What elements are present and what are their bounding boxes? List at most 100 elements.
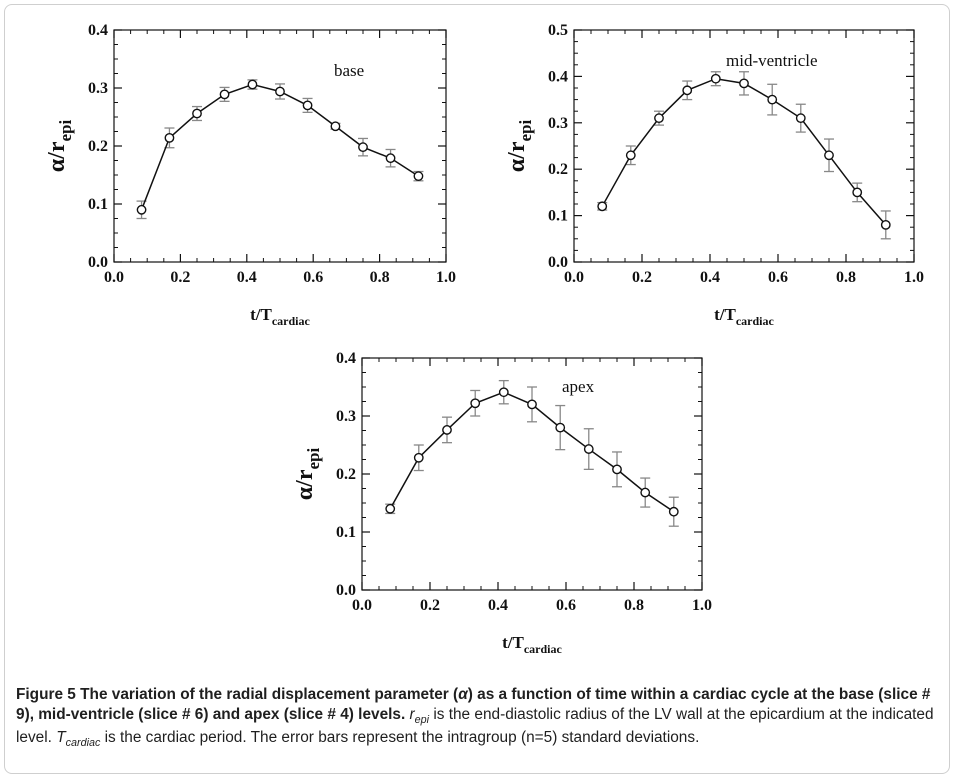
data-point bbox=[413, 452, 424, 463]
y-tick-label: 0.4 bbox=[88, 22, 108, 39]
caption-title-part1: The variation of the radial displacement… bbox=[75, 686, 459, 703]
data-point bbox=[192, 108, 202, 119]
chart-panel-mid-ventricle: 0.0 0.2 0.4 0.6 0.8 1.0 0.0 0.1 0.2 0.3 0.4 0.5 mid-… bbox=[504, 18, 948, 338]
data-point bbox=[219, 89, 230, 100]
x-tick-label: 0.6 bbox=[303, 269, 323, 286]
data-point bbox=[668, 506, 679, 517]
data-point bbox=[442, 425, 452, 435]
y-axis-label-sub: epi bbox=[304, 448, 323, 470]
figure-frame bbox=[4, 4, 950, 774]
series-line bbox=[601, 77, 887, 226]
y-axis-label-sub: epi bbox=[56, 120, 75, 142]
x-tick-label: 1.0 bbox=[904, 269, 924, 286]
data-point bbox=[527, 399, 537, 410]
plot-frame bbox=[113, 29, 447, 263]
x-axis-label: t/Tcardiac bbox=[714, 305, 774, 328]
caption-r-sub: epi bbox=[414, 714, 430, 727]
data-point bbox=[654, 113, 664, 124]
data-point bbox=[824, 150, 834, 161]
x-tick-label: 0.4 bbox=[700, 269, 720, 286]
data-point bbox=[247, 79, 258, 90]
panel-label-base: base bbox=[334, 61, 364, 80]
y-tick-label: 0.0 bbox=[336, 582, 356, 599]
x-axis-label-sub: cardiac bbox=[524, 642, 563, 656]
data-point bbox=[767, 94, 778, 105]
data-point bbox=[880, 219, 891, 230]
data-point bbox=[795, 113, 806, 124]
data-point bbox=[555, 422, 566, 433]
caption-alpha: α bbox=[458, 686, 468, 703]
x-tick-label: 0.8 bbox=[370, 269, 390, 286]
y-tick-label: 0.3 bbox=[336, 408, 356, 425]
panel-label-mid-ventricle: mid-ventricle bbox=[726, 51, 818, 70]
caption-text2: is the cardiac period. The error bars re… bbox=[100, 728, 700, 746]
data-point bbox=[358, 142, 368, 153]
data-point bbox=[710, 73, 721, 84]
data-point bbox=[302, 100, 313, 111]
data-point bbox=[852, 187, 863, 198]
y-axis-label: α/repi bbox=[44, 120, 75, 173]
data-point bbox=[164, 132, 175, 143]
caption-slice-mid: slice # 6 bbox=[143, 706, 204, 724]
data-point bbox=[597, 201, 608, 212]
chart-mid-ventricle-svg: 0.0 0.2 0.4 0.6 0.8 1.0 0.0 0.1 0.2 0.3 0.4 0.5 mid-… bbox=[504, 22, 924, 328]
y-tick-label: 0.2 bbox=[336, 466, 356, 483]
x-tick-label: 0.8 bbox=[624, 597, 644, 614]
y-axis-label: α/repi bbox=[292, 448, 323, 501]
data-point bbox=[583, 444, 594, 454]
chart-base-svg: 0.0 0.2 0.4 0.6 0.8 1.0 0.0 0.1 0.2 0.3 0.4 base t/T… bbox=[44, 22, 456, 328]
y-tick-label: 0.4 bbox=[548, 68, 568, 85]
data-point bbox=[470, 398, 481, 409]
data-point bbox=[640, 487, 651, 498]
data-point bbox=[682, 85, 693, 96]
panel-label-apex: apex bbox=[562, 377, 595, 396]
y-tick-label: 0.2 bbox=[88, 138, 108, 155]
y-tick-label: 0.4 bbox=[336, 350, 356, 367]
figure-caption: Figure 5 The variation of the radial dis… bbox=[16, 685, 942, 750]
caption-title-part3: ), mid-ventricle ( bbox=[24, 706, 144, 724]
data-point bbox=[385, 503, 396, 514]
y-tick-label: 0.2 bbox=[548, 161, 568, 178]
x-axis-label-sub: cardiac bbox=[272, 314, 311, 328]
chart-apex-svg: 0.0 0.2 0.4 0.6 0.8 1.0 0.0 0.1 0.2 0.3 0.4 apex t/T… bbox=[292, 350, 712, 656]
y-tick-label: 0.1 bbox=[548, 208, 568, 225]
caption-title-part2: ) as a function of time within a cardiac… bbox=[467, 686, 884, 703]
data-point bbox=[625, 150, 636, 161]
caption-title-part5: ) levels. bbox=[348, 706, 406, 724]
caption-figure-label: Figure 5 bbox=[16, 686, 76, 703]
caption-t-main: T bbox=[56, 728, 66, 746]
x-tick-label: 0.2 bbox=[632, 269, 652, 286]
y-tick-label: 0.3 bbox=[548, 115, 568, 132]
x-tick-label: 0.2 bbox=[170, 269, 190, 286]
x-tick-label: 0.0 bbox=[564, 269, 584, 286]
x-axis-label: t/Tcardiac bbox=[502, 633, 562, 656]
x-tick-label: 0.2 bbox=[420, 597, 440, 614]
y-tick-label: 0.0 bbox=[548, 254, 568, 271]
y-axis-label: α/repi bbox=[504, 120, 535, 173]
x-tick-label: 1.0 bbox=[436, 269, 456, 286]
data-point bbox=[498, 387, 509, 398]
x-tick-label: 0.0 bbox=[352, 597, 372, 614]
data-point bbox=[385, 153, 396, 164]
chart-panel-base: 0.0 0.2 0.4 0.6 0.8 1.0 0.0 0.1 0.2 0.3 0.4 base t/T… bbox=[40, 18, 480, 338]
x-tick-label: 1.0 bbox=[692, 597, 712, 614]
data-point bbox=[136, 204, 147, 215]
x-tick-label: 0.6 bbox=[768, 269, 788, 286]
x-tick-label: 0.0 bbox=[104, 269, 124, 286]
caption-text1: is the end-diastolic radius of the LV wa… bbox=[16, 706, 934, 746]
caption-slice-apex: slice # 4 bbox=[288, 706, 349, 724]
data-point bbox=[330, 121, 341, 132]
x-tick-label: 0.8 bbox=[836, 269, 856, 286]
series-line bbox=[140, 83, 419, 211]
y-tick-label: 0.0 bbox=[88, 254, 108, 271]
y-tick-label: 0.1 bbox=[88, 196, 108, 213]
data-point bbox=[612, 464, 622, 475]
x-tick-label: 0.4 bbox=[488, 597, 508, 614]
x-axis-label: t/Tcardiac bbox=[250, 305, 310, 328]
data-point bbox=[275, 86, 285, 97]
y-tick-label: 0.3 bbox=[88, 80, 108, 97]
data-point bbox=[413, 171, 424, 182]
chart-panel-apex: 0.0 0.2 0.4 0.6 0.8 1.0 0.0 0.1 0.2 0.3 0.4 apex t/T… bbox=[292, 346, 736, 666]
caption-r-main: r bbox=[409, 706, 415, 724]
x-axis-label-sub: cardiac bbox=[736, 314, 775, 328]
